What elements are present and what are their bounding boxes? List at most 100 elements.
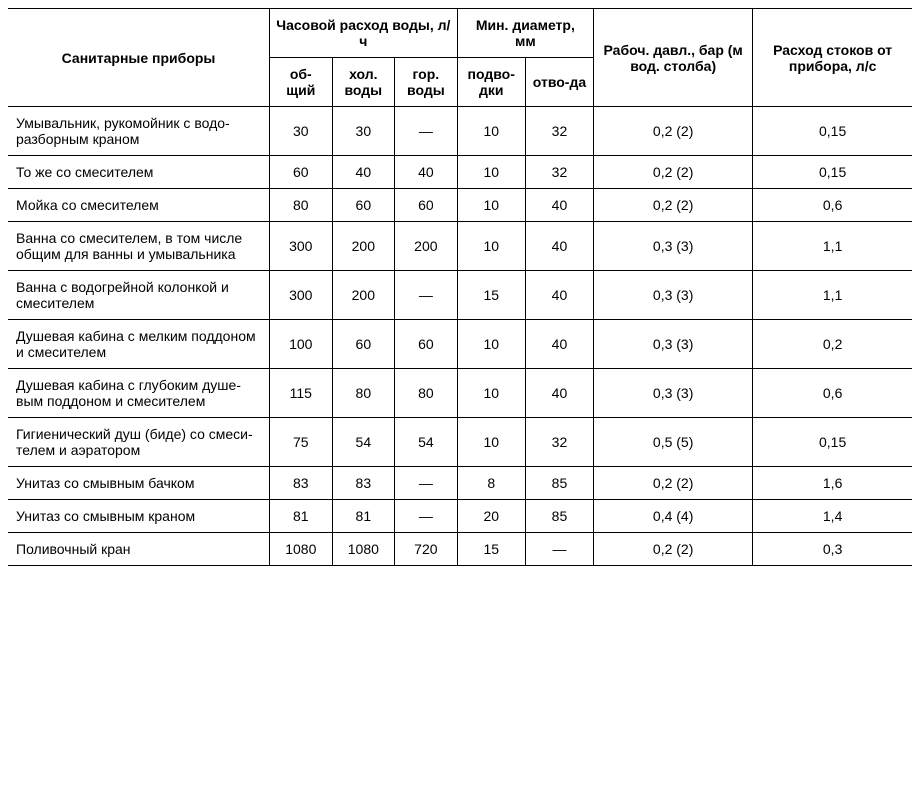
cell-diam_drain: 40 <box>525 369 593 418</box>
cell-flow_hot: — <box>395 107 458 156</box>
cell-pressure: 0,2 (2) <box>594 107 753 156</box>
cell-flow_total: 100 <box>270 320 333 369</box>
cell-flow_cold: 200 <box>332 222 395 271</box>
cell-drain: 1,4 <box>753 500 912 533</box>
cell-flow_hot: — <box>395 467 458 500</box>
cell-flow_cold: 80 <box>332 369 395 418</box>
cell-flow_total: 1080 <box>270 533 333 566</box>
cell-diam_supply: 20 <box>457 500 525 533</box>
cell-flow_hot: 54 <box>395 418 458 467</box>
cell-diam_drain: 32 <box>525 107 593 156</box>
header-group-flow: Часовой расход воды, л/ч <box>270 9 458 58</box>
cell-flow_hot: 80 <box>395 369 458 418</box>
cell-device-name: Ванна со смесителем, в том числе общим д… <box>8 222 270 271</box>
cell-diam_supply: 15 <box>457 533 525 566</box>
cell-flow_total: 60 <box>270 156 333 189</box>
table-row: Умывальник, рукомойник с водо-разборным … <box>8 107 912 156</box>
cell-diam_supply: 10 <box>457 369 525 418</box>
cell-pressure: 0,5 (5) <box>594 418 753 467</box>
header-flow-cold: хол. воды <box>332 58 395 107</box>
cell-flow_total: 30 <box>270 107 333 156</box>
table-header: Санитарные приборы Часовой расход воды, … <box>8 9 912 107</box>
cell-diam_drain: 85 <box>525 500 593 533</box>
cell-flow_hot: 60 <box>395 189 458 222</box>
cell-flow_hot: — <box>395 271 458 320</box>
cell-diam_supply: 10 <box>457 156 525 189</box>
cell-flow_total: 300 <box>270 271 333 320</box>
cell-flow_total: 81 <box>270 500 333 533</box>
cell-device-name: Ванна с водогрейной колонкой и смесителе… <box>8 271 270 320</box>
cell-diam_drain: 85 <box>525 467 593 500</box>
cell-device-name: Унитаз со смывным бачком <box>8 467 270 500</box>
cell-flow_cold: 200 <box>332 271 395 320</box>
cell-drain: 0,3 <box>753 533 912 566</box>
cell-flow_cold: 54 <box>332 418 395 467</box>
cell-flow_hot: 60 <box>395 320 458 369</box>
cell-device-name: Унитаз со смывным краном <box>8 500 270 533</box>
cell-drain: 1,1 <box>753 271 912 320</box>
cell-drain: 0,2 <box>753 320 912 369</box>
cell-device-name: Душевая кабина с мелким поддоном и смеси… <box>8 320 270 369</box>
sanitary-devices-table: Санитарные приборы Часовой расход воды, … <box>8 8 912 566</box>
cell-diam_drain: 32 <box>525 156 593 189</box>
cell-pressure: 0,3 (3) <box>594 271 753 320</box>
header-group-diameter: Мин. диаметр, мм <box>457 9 593 58</box>
cell-diam_supply: 15 <box>457 271 525 320</box>
cell-device-name: Душевая кабина с глубоким душе-вым поддо… <box>8 369 270 418</box>
cell-pressure: 0,2 (2) <box>594 156 753 189</box>
cell-diam_drain: 32 <box>525 418 593 467</box>
cell-flow_hot: 40 <box>395 156 458 189</box>
header-drain-flow: Расход стоков от прибора, л/с <box>753 9 912 107</box>
cell-diam_supply: 10 <box>457 189 525 222</box>
cell-diam_drain: 40 <box>525 320 593 369</box>
header-pressure: Рабоч. давл., бар (м вод. столба) <box>594 9 753 107</box>
cell-flow_hot: 200 <box>395 222 458 271</box>
table-row: Мойка со смесителем80606010400,2 (2)0,6 <box>8 189 912 222</box>
cell-flow_cold: 81 <box>332 500 395 533</box>
table-row: Душевая кабина с глубоким душе-вым поддо… <box>8 369 912 418</box>
table-row: Гигиенический душ (биде) со смеси-телем … <box>8 418 912 467</box>
cell-device-name: Умывальник, рукомойник с водо-разборным … <box>8 107 270 156</box>
cell-flow_total: 115 <box>270 369 333 418</box>
header-flow-hot: гор. воды <box>395 58 458 107</box>
cell-pressure: 0,2 (2) <box>594 467 753 500</box>
cell-device-name: Гигиенический душ (биде) со смеси-телем … <box>8 418 270 467</box>
cell-flow_cold: 1080 <box>332 533 395 566</box>
cell-diam_supply: 8 <box>457 467 525 500</box>
cell-drain: 0,15 <box>753 156 912 189</box>
cell-pressure: 0,2 (2) <box>594 189 753 222</box>
cell-drain: 0,15 <box>753 107 912 156</box>
cell-flow_total: 80 <box>270 189 333 222</box>
cell-drain: 0,6 <box>753 369 912 418</box>
header-diam-drain: отво-да <box>525 58 593 107</box>
table-row: Ванна со смесителем, в том числе общим д… <box>8 222 912 271</box>
cell-diam_drain: — <box>525 533 593 566</box>
cell-flow_cold: 30 <box>332 107 395 156</box>
cell-flow_hot: 720 <box>395 533 458 566</box>
cell-diam_drain: 40 <box>525 222 593 271</box>
cell-flow_total: 75 <box>270 418 333 467</box>
cell-pressure: 0,3 (3) <box>594 222 753 271</box>
cell-diam_supply: 10 <box>457 320 525 369</box>
header-diam-supply: подво-дки <box>457 58 525 107</box>
table-row: То же со смесителем60404010320,2 (2)0,15 <box>8 156 912 189</box>
cell-drain: 0,6 <box>753 189 912 222</box>
cell-diam_supply: 10 <box>457 107 525 156</box>
cell-drain: 1,6 <box>753 467 912 500</box>
table-row: Унитаз со смывным бачком8383—8850,2 (2)1… <box>8 467 912 500</box>
cell-flow_cold: 40 <box>332 156 395 189</box>
cell-device-name: Поливочный кран <box>8 533 270 566</box>
cell-diam_supply: 10 <box>457 418 525 467</box>
cell-drain: 0,15 <box>753 418 912 467</box>
cell-pressure: 0,3 (3) <box>594 369 753 418</box>
cell-flow_cold: 60 <box>332 189 395 222</box>
cell-device-name: То же со смесителем <box>8 156 270 189</box>
cell-device-name: Мойка со смесителем <box>8 189 270 222</box>
cell-flow_cold: 60 <box>332 320 395 369</box>
table-row: Унитаз со смывным краном8181—20850,4 (4)… <box>8 500 912 533</box>
table-row: Ванна с водогрейной колонкой и смесителе… <box>8 271 912 320</box>
table-row: Поливочный кран1080108072015—0,2 (2)0,3 <box>8 533 912 566</box>
cell-flow_hot: — <box>395 500 458 533</box>
cell-flow_total: 83 <box>270 467 333 500</box>
cell-pressure: 0,4 (4) <box>594 500 753 533</box>
